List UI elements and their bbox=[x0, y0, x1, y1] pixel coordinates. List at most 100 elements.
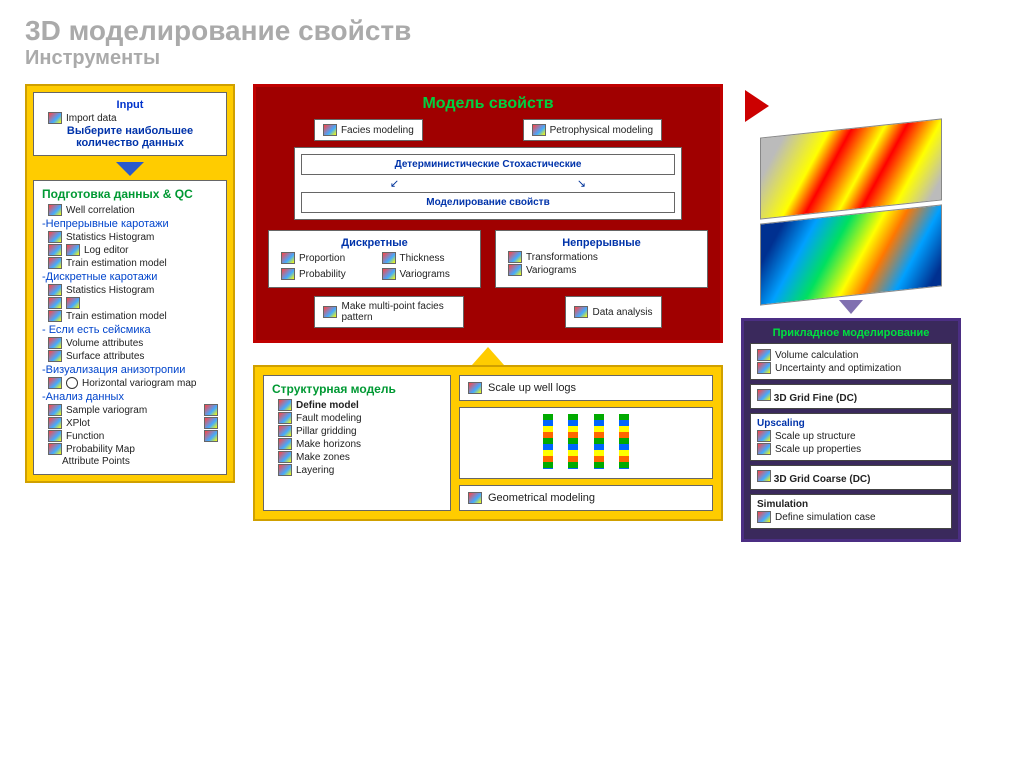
discrete-box: Дискретные Proportion Thickness Probabil… bbox=[268, 230, 481, 288]
cont-heading: -Непрерывные каротажи bbox=[42, 218, 218, 230]
list-item bbox=[48, 297, 218, 309]
page-subtitle: Инструменты bbox=[25, 47, 999, 70]
da-node: Data analysis bbox=[565, 296, 661, 328]
well-icon bbox=[48, 204, 62, 216]
grid-icon bbox=[757, 470, 771, 482]
grid-icon bbox=[757, 389, 771, 401]
methods-bot: Моделирование свойств bbox=[301, 192, 675, 213]
applied-panel: Прикладное моделирование Volume calculat… bbox=[741, 318, 961, 542]
geom-box: Geometrical modeling bbox=[459, 485, 713, 511]
define-icon bbox=[278, 399, 292, 411]
model-panel: Модель свойств Facies modeling Petrophys… bbox=[253, 84, 723, 343]
layer-icon bbox=[278, 464, 292, 476]
ana-heading: -Анализ данных bbox=[42, 391, 218, 403]
list-item: Variograms bbox=[382, 268, 475, 280]
list-item: Variograms bbox=[508, 264, 701, 276]
grid-coarse-box: 3D Grid Coarse (DC) bbox=[750, 465, 952, 490]
vario-icon bbox=[382, 268, 396, 280]
list-item: Scale up structure bbox=[757, 430, 945, 442]
map-icon bbox=[48, 377, 62, 389]
list-item: Statistics Histogram bbox=[48, 284, 218, 296]
train-icon bbox=[48, 257, 62, 269]
prep-heading: Подготовка данных & QC bbox=[42, 187, 218, 201]
grid-icon bbox=[48, 244, 62, 256]
list-item: Probability Map bbox=[48, 443, 218, 455]
thick-icon bbox=[382, 252, 396, 264]
grid-fine-box: 3D Grid Fine (DC) bbox=[750, 384, 952, 409]
mpf-icon bbox=[323, 306, 337, 318]
left-panel: Input Import data Выберите наибольшее ко… bbox=[25, 84, 235, 483]
discrete-head: Дискретные bbox=[275, 237, 474, 249]
bottom-yellow-panel: Структурная модель Define model Fault mo… bbox=[253, 365, 723, 521]
sim-box: Simulation Define simulation case bbox=[750, 494, 952, 529]
mpf-node: Make multi-point facies pattern bbox=[314, 296, 464, 328]
list-item: Uncertainty and optimization bbox=[757, 362, 945, 374]
trans-icon bbox=[508, 251, 522, 263]
list-item: Attribute Points bbox=[62, 456, 218, 467]
model-title: Модель свойств bbox=[264, 95, 712, 113]
volcalc-icon bbox=[757, 349, 771, 361]
stats-icon bbox=[48, 231, 62, 243]
list-item: Probability bbox=[281, 268, 374, 280]
list-item: Horizontal variogram map bbox=[48, 377, 218, 389]
facies-icon bbox=[323, 124, 337, 136]
methods-container: Детерминистические Стохастические ↙↘ Мод… bbox=[294, 147, 682, 220]
petro-icon bbox=[532, 124, 546, 136]
grid-icon bbox=[48, 297, 62, 309]
list-item: Volume calculation bbox=[757, 349, 945, 361]
list-item: Sample variogram bbox=[48, 404, 218, 416]
scaleup-box: Scale up well logs bbox=[459, 375, 713, 401]
list-item: Make horizons bbox=[278, 438, 442, 450]
log-strip-icon bbox=[568, 414, 578, 469]
list-item: Make zones bbox=[278, 451, 442, 463]
arrow-right-icon bbox=[745, 90, 769, 122]
sim-icon bbox=[757, 511, 771, 523]
list-item: Train estimation model bbox=[48, 257, 218, 269]
upstruct-icon bbox=[757, 430, 771, 442]
list-item: Function bbox=[48, 430, 218, 442]
volume3d-pic bbox=[760, 204, 942, 305]
list-item: Statistics Histogram bbox=[48, 231, 218, 243]
pillar-icon bbox=[278, 425, 292, 437]
xplot-icon bbox=[48, 417, 62, 429]
list-item: Transformations bbox=[508, 251, 701, 263]
aniso-heading: -Визуализация анизотропии bbox=[42, 364, 218, 376]
well-corr-item: Well correlation bbox=[48, 204, 218, 216]
applied-box1: Volume calculation Uncertainty and optim… bbox=[750, 343, 952, 380]
chart-icon bbox=[204, 404, 218, 416]
list-item: Proportion bbox=[281, 252, 374, 264]
input-select-text: Выберите наибольшее количество данных bbox=[42, 125, 218, 149]
vario-icon bbox=[48, 404, 62, 416]
chart-icon bbox=[204, 417, 218, 429]
log-strip-icon bbox=[619, 414, 629, 469]
log-icon bbox=[66, 244, 80, 256]
list-item: Pillar gridding bbox=[278, 425, 442, 437]
vol-icon bbox=[48, 337, 62, 349]
petro-node: Petrophysical modeling bbox=[523, 119, 662, 141]
disc-heading: -Дискретные каротажи bbox=[42, 271, 218, 283]
volume3d-pic bbox=[760, 118, 942, 219]
list-item: XPlot bbox=[48, 417, 218, 429]
prep-box: Подготовка данных & QC Well correlation … bbox=[33, 180, 227, 475]
surf-icon bbox=[48, 350, 62, 362]
upscale-head: Upscaling bbox=[757, 418, 945, 429]
list-item: Volume attributes bbox=[48, 337, 218, 349]
stats-icon bbox=[48, 284, 62, 296]
list-item: Scale up properties bbox=[757, 443, 945, 455]
facies-node: Facies modeling bbox=[314, 119, 423, 141]
continuous-head: Непрерывные bbox=[502, 237, 701, 249]
import-data-item: Import data bbox=[48, 112, 218, 124]
continuous-box: Непрерывные Transformations Variograms bbox=[495, 230, 708, 288]
vario-icon bbox=[508, 264, 522, 276]
prob-icon bbox=[48, 443, 62, 455]
list-item: Define simulation case bbox=[757, 511, 945, 523]
sim-head: Simulation bbox=[757, 499, 945, 510]
upscale-box: Upscaling Scale up structure Scale up pr… bbox=[750, 413, 952, 461]
import-icon bbox=[48, 112, 62, 124]
prop-icon bbox=[281, 252, 295, 264]
target-icon bbox=[66, 377, 78, 389]
geom-icon bbox=[468, 492, 482, 504]
struct-box: Структурная модель Define model Fault mo… bbox=[263, 375, 451, 511]
func-icon bbox=[48, 430, 62, 442]
list-item: Train estimation model bbox=[48, 310, 218, 322]
